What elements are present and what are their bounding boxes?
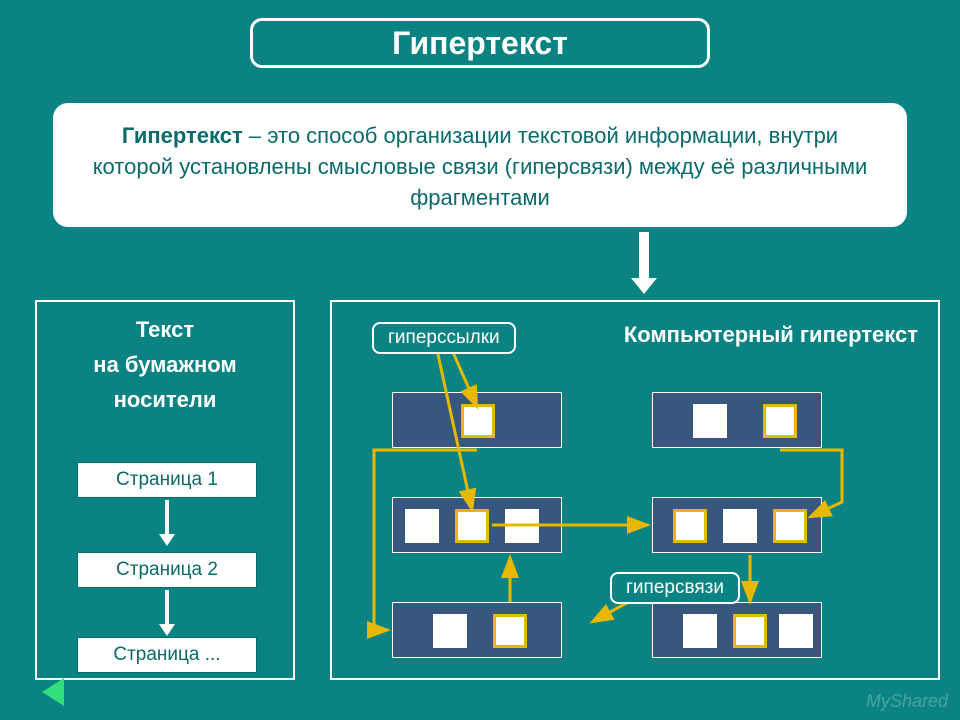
hypertext-node-4 xyxy=(652,497,822,553)
label-hyperlinks: гиперссылки xyxy=(372,322,516,354)
hyperlink-square-icon xyxy=(763,404,797,438)
page-box-3: Страница ... xyxy=(77,637,257,673)
hyperlink-square-icon xyxy=(673,509,707,543)
definition-box: Гипертекст – это способ организации текс… xyxy=(50,100,910,230)
text-square-icon xyxy=(723,509,757,543)
hypertext-node-6 xyxy=(652,602,822,658)
prev-slide-icon[interactable] xyxy=(42,678,64,706)
text-square-icon xyxy=(433,614,467,648)
left-panel: Текст на бумажном носители Страница 1 Ст… xyxy=(35,300,295,680)
left-title-line-1: Текст xyxy=(45,312,285,347)
arrow-def-to-right xyxy=(635,232,653,292)
hyperlink-square-icon xyxy=(733,614,767,648)
text-square-icon xyxy=(405,509,439,543)
page-box-2: Страница 2 xyxy=(77,552,257,588)
hypertext-node-1 xyxy=(392,392,562,448)
text-square-icon xyxy=(693,404,727,438)
arrow-page1-page2 xyxy=(161,500,173,550)
hyperlink-square-icon xyxy=(455,509,489,543)
definition-term: Гипертекст xyxy=(122,123,243,148)
text-square-icon xyxy=(683,614,717,648)
title-text: Гипертекст xyxy=(392,25,568,62)
right-panel-title: Компьютерный гипертекст xyxy=(624,322,918,348)
hyperlink-square-icon xyxy=(773,509,807,543)
text-square-icon xyxy=(505,509,539,543)
hyperlink-square-icon xyxy=(493,614,527,648)
text-square-icon xyxy=(779,614,813,648)
arrow-page2-page3 xyxy=(161,590,173,640)
page-title: Гипертекст xyxy=(250,18,710,68)
hypertext-node-2 xyxy=(652,392,822,448)
watermark: MyShared xyxy=(866,691,948,712)
hyperlink-square-icon xyxy=(461,404,495,438)
label-hyperconnections: гиперсвязи xyxy=(610,572,740,604)
page-box-1: Страница 1 xyxy=(77,462,257,498)
hypertext-node-3 xyxy=(392,497,562,553)
right-panel: Компьютерный гипертекст гиперссылки гипе… xyxy=(330,300,940,680)
left-title-line-3: носители xyxy=(45,382,285,417)
left-panel-title: Текст на бумажном носители xyxy=(37,302,293,418)
left-title-line-2: на бумажном xyxy=(45,347,285,382)
hypertext-node-5 xyxy=(392,602,562,658)
